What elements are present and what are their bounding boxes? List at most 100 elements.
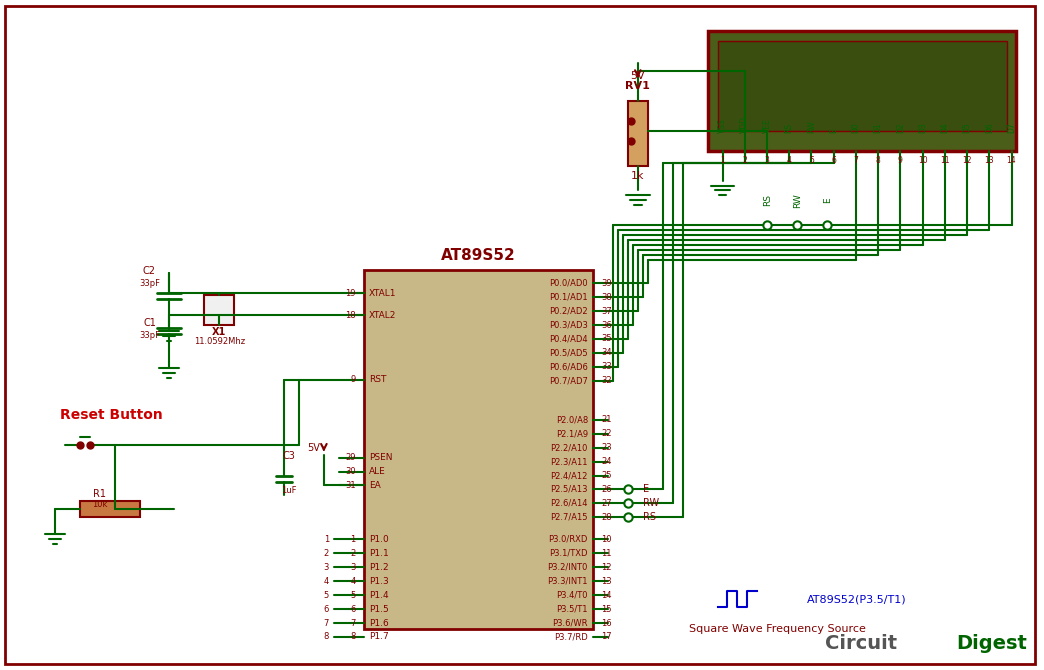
Text: RS: RS [643,513,656,523]
Text: 10: 10 [918,155,927,165]
Text: 5: 5 [351,590,356,600]
Text: P1.1: P1.1 [369,549,388,557]
Text: 35: 35 [601,334,612,344]
Text: 17: 17 [601,632,612,641]
Text: 19: 19 [346,289,356,297]
Text: 30: 30 [346,467,356,476]
Text: 3: 3 [351,563,356,572]
Text: 22: 22 [601,429,612,438]
Text: P0.4/AD4: P0.4/AD4 [549,334,588,344]
Text: P0.2/AD2: P0.2/AD2 [549,307,588,316]
Text: 36: 36 [601,320,612,330]
Text: C1: C1 [143,318,156,328]
Text: 18: 18 [346,311,356,320]
Text: 6: 6 [351,604,356,614]
Text: VEE: VEE [762,118,772,133]
Text: PSEN: PSEN [369,453,393,462]
Text: 5V: 5V [308,443,321,453]
Text: P3.7/RD: P3.7/RD [554,632,588,641]
Text: P3.4/T0: P3.4/T0 [556,590,588,600]
Text: R1: R1 [93,490,106,499]
Text: P0.5/AD5: P0.5/AD5 [549,348,588,357]
Text: D2: D2 [896,122,905,133]
Text: 5: 5 [809,155,814,165]
Text: 13: 13 [984,155,994,165]
Text: P2.5/A13: P2.5/A13 [550,485,588,494]
Bar [205,295,234,325]
Text: P2.2/A10: P2.2/A10 [550,443,588,452]
Text: P1.6: P1.6 [369,618,388,628]
Text: ALE: ALE [369,467,385,476]
Text: P2.3/A11: P2.3/A11 [550,457,588,466]
Text: 4: 4 [787,155,791,165]
Text: 8: 8 [351,632,356,641]
Text: 4: 4 [351,577,356,586]
Text: D1: D1 [874,122,882,133]
Text: 29: 29 [346,453,356,462]
Text: 1: 1 [351,535,356,544]
Bar [627,100,647,165]
Text: 11: 11 [940,155,950,165]
Text: 39: 39 [601,279,612,287]
Bar [79,501,140,517]
Text: 2: 2 [351,549,356,557]
Text: 33: 33 [601,362,612,371]
Text: 13: 13 [601,577,612,586]
Text: 25: 25 [601,471,612,480]
Text: XTAL1: XTAL1 [369,289,397,297]
Text: P3.5/T1: P3.5/T1 [556,604,588,614]
Text: 34: 34 [601,348,612,357]
Text: 12: 12 [963,155,972,165]
Text: 26: 26 [601,485,612,494]
Text: D3: D3 [918,122,927,133]
Text: P3.1/TXD: P3.1/TXD [549,549,588,557]
Text: 7: 7 [351,618,356,628]
Text: X1: X1 [212,327,227,337]
Text: 24: 24 [601,457,612,466]
Text: 11: 11 [601,549,612,557]
Text: 12: 12 [601,563,612,572]
Text: 3: 3 [324,563,329,572]
Text: AT89S52: AT89S52 [441,248,516,263]
Text: 2: 2 [742,155,748,165]
Text: D0: D0 [852,122,860,133]
Text: 28: 28 [601,513,612,522]
Text: 32: 32 [601,377,612,385]
Text: 7: 7 [324,618,329,628]
Text: 8: 8 [324,632,329,641]
Text: 9: 9 [898,155,903,165]
Text: RW: RW [807,120,816,133]
Text: 1: 1 [324,535,329,544]
Text: 37: 37 [601,307,612,316]
Text: 10k: 10k [92,500,108,509]
Text: VSS: VSS [718,118,727,133]
Text: P1.7: P1.7 [369,632,388,641]
Text: RS: RS [785,123,793,133]
Text: 33pF: 33pF [139,279,160,287]
Text: 7: 7 [853,155,858,165]
Text: 6: 6 [831,155,836,165]
Text: D4: D4 [941,122,949,133]
Text: P2.4/A12: P2.4/A12 [550,471,588,480]
Text: VDD: VDD [740,116,750,133]
Text: P0.3/AD3: P0.3/AD3 [549,320,588,330]
Text: P2.0/A8: P2.0/A8 [555,415,588,424]
Text: 4: 4 [324,577,329,586]
Text: P0.6/AD6: P0.6/AD6 [549,362,588,371]
Text: P3.3/INT1: P3.3/INT1 [547,577,588,586]
Text: 31: 31 [346,481,356,490]
Text: 33pF: 33pF [139,332,160,340]
Text: P1.0: P1.0 [369,535,388,544]
Text: RW: RW [643,498,659,509]
Text: 14: 14 [1006,155,1016,165]
Text: P3.6/WR: P3.6/WR [552,618,588,628]
Text: P0.1/AD1: P0.1/AD1 [549,293,588,302]
Text: 15: 15 [601,604,612,614]
Text: D6: D6 [984,122,994,133]
Text: 3: 3 [764,155,769,165]
Bar [363,270,593,629]
Text: 5V: 5V [631,71,645,81]
Text: 14: 14 [601,590,612,600]
Text: 11.0592Mhz: 11.0592Mhz [194,338,244,346]
Text: 38: 38 [601,293,612,302]
